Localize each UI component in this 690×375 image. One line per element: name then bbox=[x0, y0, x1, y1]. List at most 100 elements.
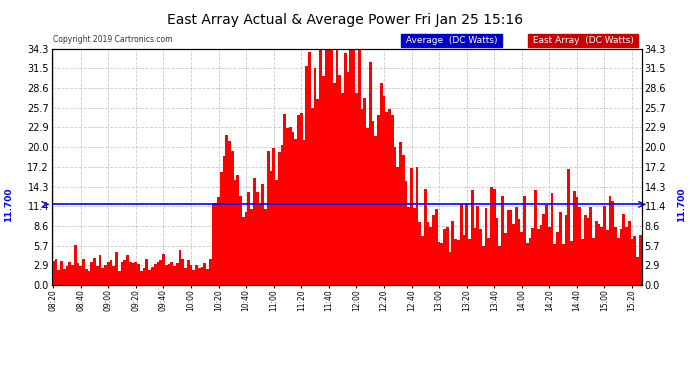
Bar bbox=[603, 206, 606, 285]
Bar bbox=[570, 241, 573, 285]
Bar bbox=[404, 182, 407, 285]
Bar bbox=[495, 218, 498, 285]
Bar bbox=[118, 271, 121, 285]
Bar bbox=[104, 265, 107, 285]
Bar bbox=[209, 260, 212, 285]
Bar bbox=[170, 262, 173, 285]
Bar bbox=[151, 267, 154, 285]
Bar bbox=[292, 132, 295, 285]
Bar bbox=[242, 217, 245, 285]
Bar bbox=[206, 269, 209, 285]
Bar bbox=[60, 261, 63, 285]
Bar bbox=[366, 128, 368, 285]
Bar bbox=[578, 207, 581, 285]
Bar bbox=[493, 189, 495, 285]
Bar bbox=[148, 270, 151, 285]
Bar bbox=[573, 191, 575, 285]
Bar bbox=[402, 155, 404, 285]
Bar bbox=[448, 252, 451, 285]
Bar bbox=[506, 210, 509, 285]
Bar bbox=[611, 201, 614, 285]
Bar bbox=[71, 265, 74, 285]
Bar bbox=[631, 239, 633, 285]
Bar bbox=[567, 169, 570, 285]
Bar bbox=[273, 148, 275, 285]
Bar bbox=[124, 261, 126, 285]
Bar bbox=[77, 262, 79, 285]
Bar bbox=[462, 235, 465, 285]
Bar bbox=[391, 115, 393, 285]
Bar bbox=[176, 262, 179, 285]
Bar bbox=[415, 168, 418, 285]
Bar bbox=[132, 264, 135, 285]
Bar bbox=[137, 264, 140, 285]
Bar bbox=[339, 75, 342, 285]
Bar bbox=[479, 230, 482, 285]
Bar bbox=[256, 192, 259, 285]
Bar bbox=[440, 243, 443, 285]
Bar bbox=[168, 264, 170, 285]
Bar bbox=[548, 227, 551, 285]
Bar bbox=[253, 178, 256, 285]
Bar bbox=[231, 151, 234, 285]
Bar bbox=[346, 72, 349, 285]
Bar bbox=[154, 264, 157, 285]
Bar bbox=[248, 192, 250, 285]
Bar bbox=[239, 196, 242, 285]
Bar bbox=[331, 49, 333, 285]
Bar bbox=[520, 232, 523, 285]
Bar bbox=[319, 49, 322, 285]
Bar bbox=[325, 49, 328, 285]
Bar bbox=[237, 175, 239, 285]
Bar bbox=[328, 49, 331, 285]
Bar bbox=[388, 109, 391, 285]
Bar bbox=[393, 147, 396, 285]
Bar bbox=[270, 171, 273, 285]
Text: East Array  (DC Watts): East Array (DC Watts) bbox=[530, 36, 636, 45]
Bar bbox=[562, 244, 564, 285]
Bar bbox=[380, 83, 382, 285]
Bar bbox=[421, 236, 424, 285]
Bar bbox=[586, 218, 589, 285]
Bar bbox=[620, 229, 622, 285]
Bar bbox=[355, 93, 357, 285]
Bar bbox=[99, 255, 101, 285]
Bar bbox=[592, 238, 595, 285]
Bar bbox=[286, 128, 289, 285]
Bar bbox=[443, 230, 446, 285]
Bar bbox=[600, 227, 603, 285]
Bar bbox=[195, 265, 198, 285]
Bar bbox=[451, 221, 454, 285]
Bar bbox=[589, 207, 592, 285]
Bar bbox=[556, 232, 559, 285]
Text: Average  (DC Watts): Average (DC Watts) bbox=[403, 36, 500, 45]
Bar bbox=[344, 53, 346, 285]
Bar bbox=[303, 140, 306, 285]
Bar bbox=[201, 267, 204, 285]
Bar bbox=[523, 196, 526, 285]
Bar bbox=[531, 228, 534, 285]
Bar bbox=[317, 99, 319, 285]
Bar bbox=[512, 224, 515, 285]
Bar bbox=[542, 214, 545, 285]
Bar bbox=[435, 209, 437, 285]
Bar bbox=[314, 68, 317, 285]
Bar bbox=[529, 238, 531, 285]
Bar bbox=[184, 267, 187, 285]
Bar bbox=[504, 233, 506, 285]
Bar bbox=[308, 53, 311, 285]
Bar bbox=[259, 204, 262, 285]
Bar bbox=[157, 262, 159, 285]
Bar bbox=[115, 252, 118, 285]
Bar bbox=[636, 257, 639, 285]
Bar bbox=[360, 109, 363, 285]
Bar bbox=[121, 262, 124, 285]
Bar bbox=[526, 243, 529, 285]
Bar bbox=[454, 239, 457, 285]
Bar bbox=[473, 228, 476, 285]
Bar bbox=[487, 238, 490, 285]
Text: 11.700: 11.700 bbox=[3, 187, 13, 222]
Bar bbox=[52, 261, 55, 285]
Bar bbox=[581, 239, 584, 285]
Bar bbox=[85, 268, 88, 285]
